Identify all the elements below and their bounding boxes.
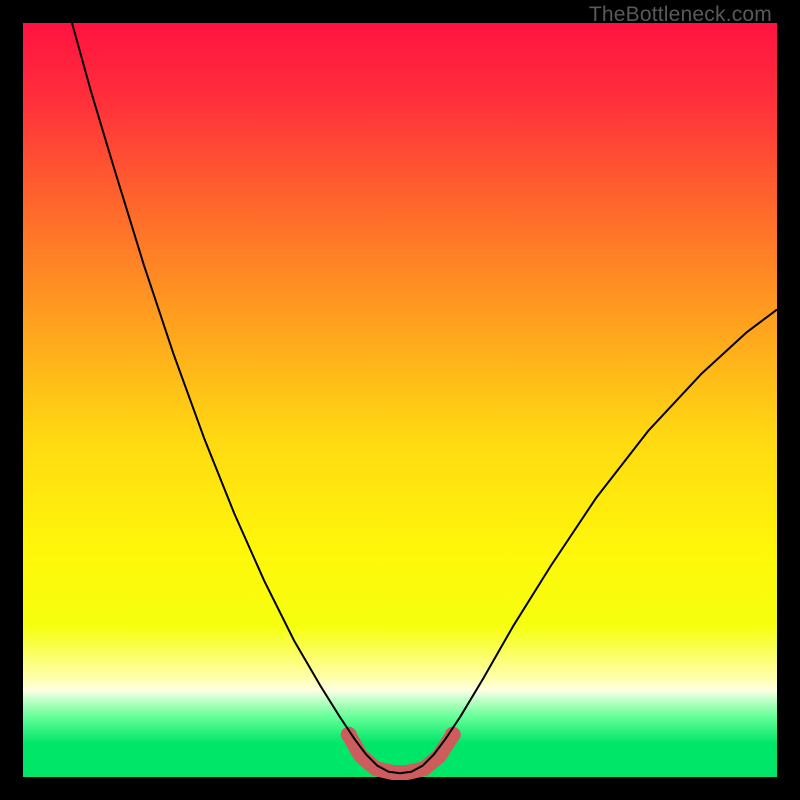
curve-layer xyxy=(23,23,777,777)
watermark-text: TheBottleneck.com xyxy=(589,3,772,27)
plot-area xyxy=(23,23,777,777)
bottleneck-curve xyxy=(72,23,777,773)
chart-frame: TheBottleneck.com xyxy=(0,0,800,800)
